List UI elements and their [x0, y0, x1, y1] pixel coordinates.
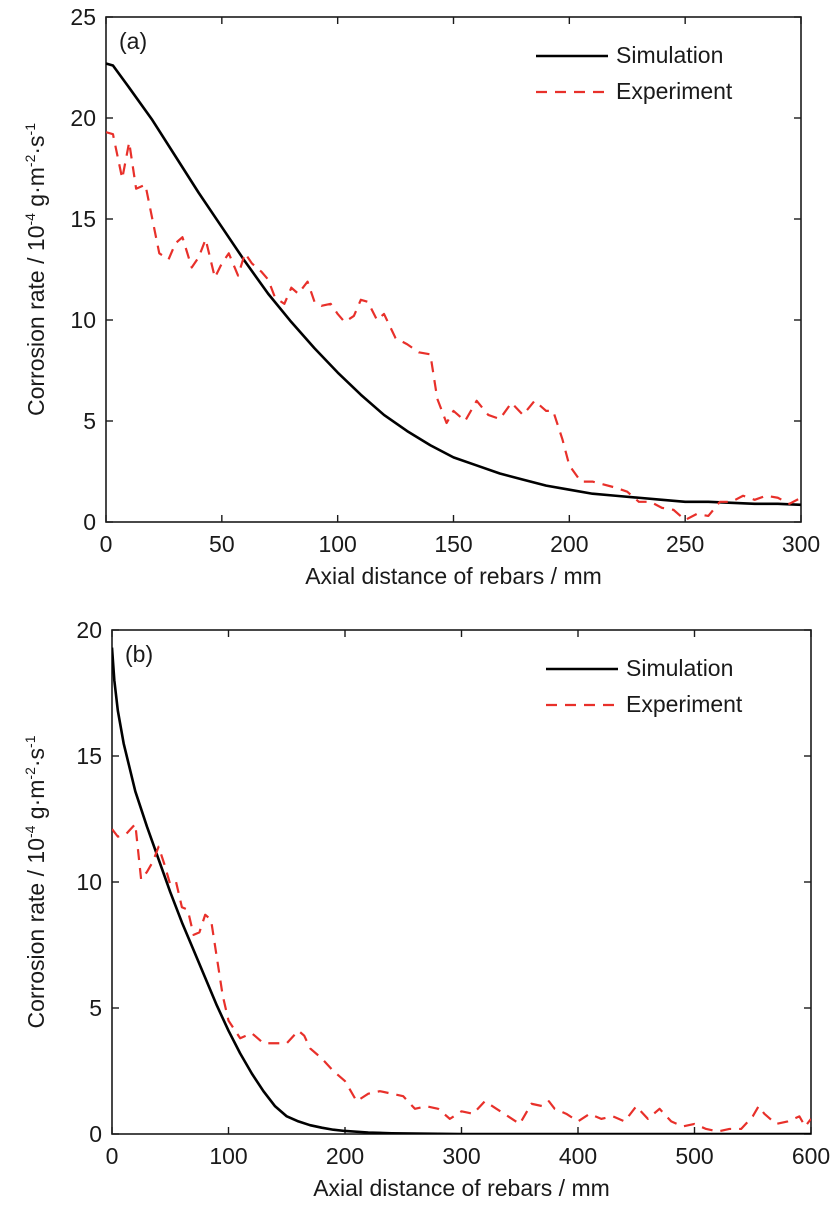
y-tick-label: 0 — [89, 1121, 102, 1147]
y-axis-title-exponent: -1 — [22, 735, 38, 748]
x-tick-label: 300 — [442, 1143, 480, 1169]
y-tick-label: 5 — [89, 995, 102, 1021]
x-tick-label: 600 — [792, 1143, 830, 1169]
y-axis-title-part: Corrosion rate / 10 — [23, 838, 49, 1028]
x-tick-label: 400 — [559, 1143, 597, 1169]
legend-label-experiment: Experiment — [626, 691, 743, 717]
x-tick-label: 100 — [318, 531, 356, 557]
y-tick-label: 20 — [76, 617, 102, 643]
y-axis-title-exponent: -2 — [22, 767, 38, 780]
y-tick-label: 10 — [70, 307, 96, 333]
y-tick-label: 25 — [70, 4, 96, 30]
y-axis-title: Corrosion rate / 10-4 g·m-2·s-1 — [22, 735, 49, 1028]
x-tick-label: 100 — [209, 1143, 247, 1169]
x-tick-label: 300 — [782, 531, 820, 557]
y-axis-title-part: ·s — [23, 135, 49, 154]
y-tick-label: 15 — [70, 206, 96, 232]
panel-label: (a) — [119, 28, 147, 54]
series-simulation — [106, 62, 801, 507]
x-tick-label: 250 — [666, 531, 704, 557]
panel-label: (b) — [125, 641, 153, 667]
y-axis-title: Corrosion rate / 10-4 g·m-2·s-1 — [22, 123, 49, 416]
legend-label-simulation: Simulation — [626, 655, 733, 681]
y-tick-label: 5 — [83, 408, 96, 434]
chart-panel-a: 0 50 100 150 200 250 300 0 5 10 15 20 25 Axial distan… — [22, 4, 820, 589]
x-tick-label: 0 — [100, 531, 113, 557]
y-axis-title-part: g·m — [23, 780, 49, 826]
x-tick-label: 50 — [209, 531, 235, 557]
y-tick-label: 10 — [76, 869, 102, 895]
y-axis-title-part: g·m — [23, 167, 49, 213]
series-experiment — [112, 822, 811, 1133]
y-axis-title-exponent: -2 — [22, 154, 38, 167]
x-tick-label: 500 — [675, 1143, 713, 1169]
y-tick-label: 15 — [76, 743, 102, 769]
legend-label-experiment: Experiment — [616, 78, 733, 104]
x-axis-title: Axial distance of rebars / mm — [313, 1175, 610, 1201]
x-tick-label: 150 — [434, 531, 472, 557]
series-line-simulation — [112, 647, 811, 1134]
y-axis-title-part: ·s — [23, 748, 49, 767]
legend-label-simulation: Simulation — [616, 42, 723, 68]
x-tick-label: 200 — [550, 531, 588, 557]
y-axis-title-part: Corrosion rate / 10 — [23, 226, 49, 416]
y-axis-title-exponent: -1 — [22, 123, 38, 136]
x-tick-label: 0 — [106, 1143, 119, 1169]
y-axis-title-exponent: -4 — [22, 825, 38, 838]
y-tick-label: 20 — [70, 105, 96, 131]
series-experiment — [106, 131, 801, 522]
x-tick-label: 200 — [326, 1143, 364, 1169]
series-line-experiment — [106, 131, 801, 522]
legend: Simulation Experiment — [546, 655, 743, 717]
series-simulation — [112, 647, 811, 1134]
y-axis-title-exponent: -4 — [22, 213, 38, 226]
x-axis-title: Axial distance of rebars / mm — [305, 563, 602, 589]
legend: Simulation Experiment — [536, 42, 733, 104]
y-tick-label: 0 — [83, 509, 96, 535]
series-line-simulation — [106, 62, 801, 507]
series-line-experiment — [112, 822, 811, 1133]
chart-panel-b: 0 100 200 300 400 500 600 0 5 10 15 20 Axial distanc… — [22, 617, 830, 1201]
